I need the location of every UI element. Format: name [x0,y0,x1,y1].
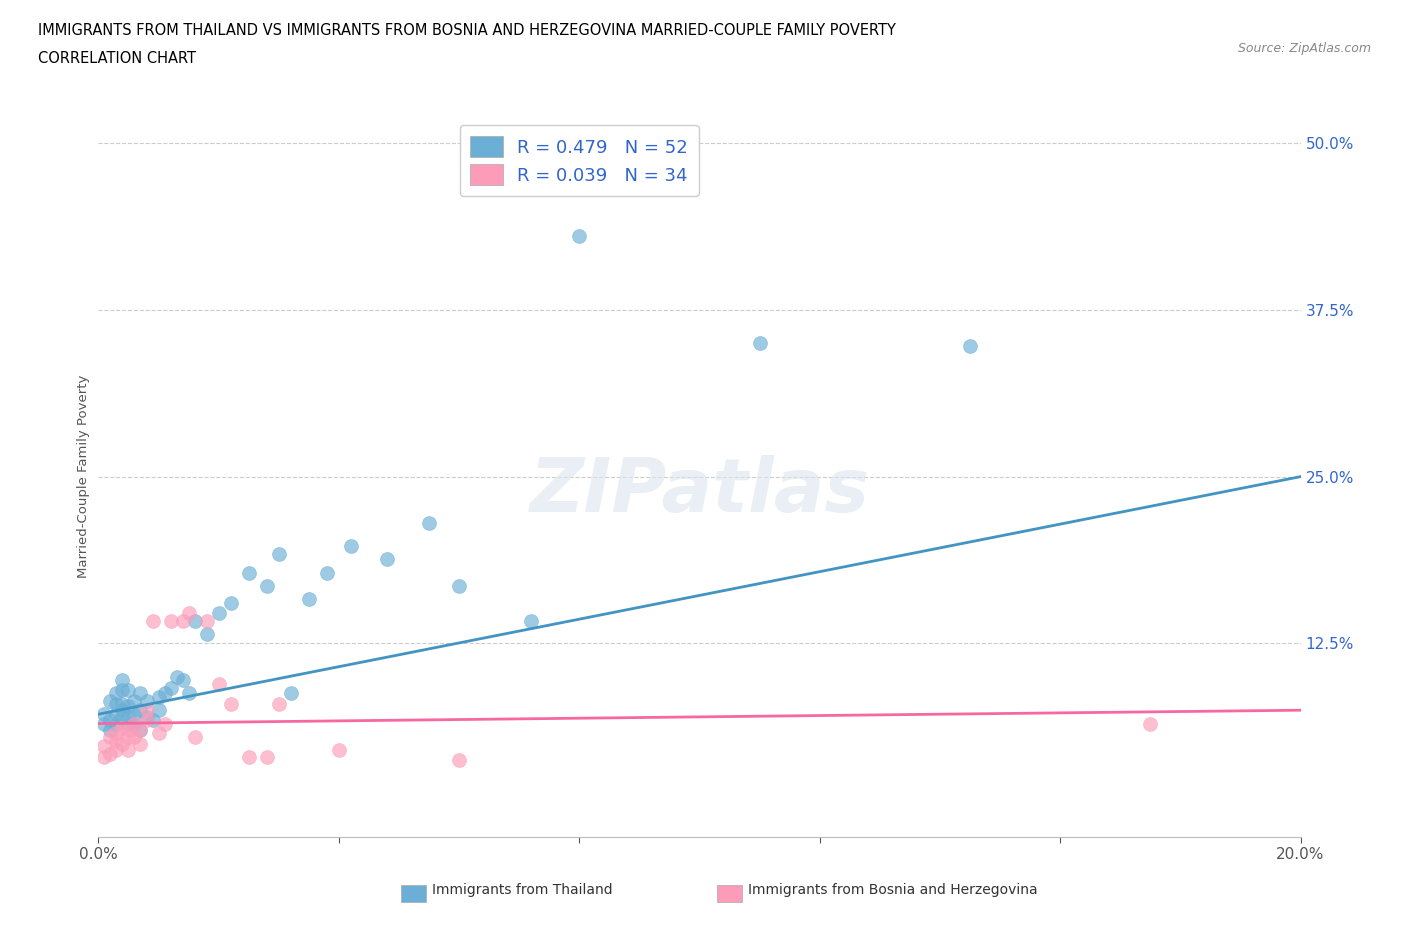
Point [117,716,139,731]
Point [172,672,194,687]
Point [111,683,134,698]
Point [256,578,278,593]
Point [177,685,200,700]
Point [208,676,231,691]
Point [135,712,157,727]
Point [117,723,139,737]
Point [117,729,139,744]
Point [375,551,398,566]
Point [100,712,122,727]
Point [129,703,152,718]
Point [135,710,157,724]
Point [105,716,128,731]
Point [219,696,242,711]
Point [117,698,139,713]
Point [111,720,134,735]
Point [315,565,337,580]
Point [100,723,122,737]
Point [1139,716,1161,731]
Point [520,614,543,629]
Point [267,547,290,562]
Point [256,750,278,764]
Point [195,627,218,642]
Point [280,685,302,700]
Point [148,689,170,704]
Point [183,614,205,629]
Point [93,716,115,731]
Point [141,712,163,727]
Text: Source: ZipAtlas.com: Source: ZipAtlas.com [1237,42,1371,55]
Text: IMMIGRANTS FROM THAILAND VS IMMIGRANTS FROM BOSNIA AND HERZEGOVINA MARRIED-COUPL: IMMIGRANTS FROM THAILAND VS IMMIGRANTS F… [38,23,896,38]
Point [105,696,128,711]
Point [166,670,188,684]
Point [568,229,591,244]
Point [238,565,260,580]
Point [748,336,770,351]
Point [328,743,350,758]
Point [111,703,134,718]
Point [195,614,218,629]
Point [111,696,134,711]
Point [135,703,157,718]
Point [340,538,363,553]
Text: ZIPatlas: ZIPatlas [530,455,869,527]
Point [447,752,470,767]
Point [111,672,134,687]
Point [100,747,122,762]
Point [117,710,139,724]
Point [105,707,128,722]
Point [124,729,146,744]
Point [418,516,440,531]
Point [153,716,176,731]
Point [100,729,122,744]
Point [141,614,163,629]
Y-axis label: Married-Couple Family Poverty: Married-Couple Family Poverty [77,375,90,578]
Point [124,694,146,709]
Point [267,696,290,711]
Point [148,703,170,718]
Point [148,725,170,740]
Point [117,683,139,698]
Point [117,743,139,758]
Point [100,694,122,709]
Point [111,710,134,724]
Point [105,743,128,758]
Point [238,750,260,764]
Point [159,614,181,629]
Point [105,734,128,749]
Text: CORRELATION CHART: CORRELATION CHART [38,51,195,66]
Point [298,592,321,607]
Point [219,596,242,611]
Point [159,680,181,695]
Point [124,716,146,731]
Legend: R = 0.479   N = 52, R = 0.039   N = 34: R = 0.479 N = 52, R = 0.039 N = 34 [460,126,699,196]
Point [93,738,115,753]
Point [124,716,146,731]
Point [177,605,200,620]
Point [135,694,157,709]
Text: Immigrants from Bosnia and Herzegovina: Immigrants from Bosnia and Herzegovina [748,884,1038,897]
Point [183,729,205,744]
Point [959,339,981,353]
Point [129,723,152,737]
Point [447,578,470,593]
Text: Immigrants from Thailand: Immigrants from Thailand [432,884,612,897]
Point [153,685,176,700]
Point [93,750,115,764]
Point [124,707,146,722]
Point [129,737,152,751]
Point [129,685,152,700]
Point [172,614,194,629]
Point [93,707,115,722]
Point [111,737,134,751]
Point [105,725,128,740]
Point [208,605,231,620]
Point [129,723,152,737]
Point [105,685,128,700]
